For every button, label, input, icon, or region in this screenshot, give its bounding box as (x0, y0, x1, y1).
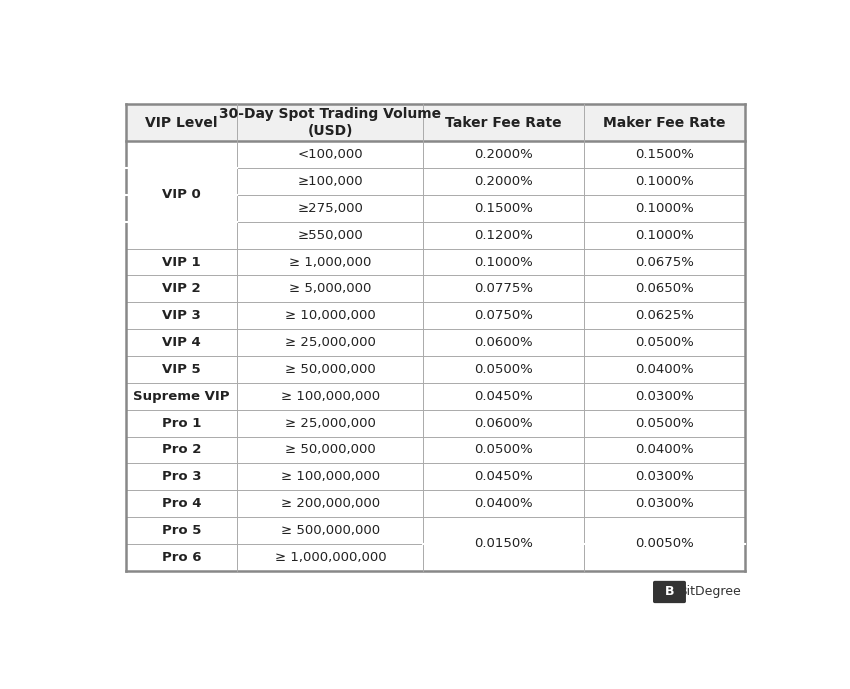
Text: 0.0400%: 0.0400% (636, 444, 694, 457)
Text: B: B (665, 586, 674, 599)
Text: Taker Fee Rate: Taker Fee Rate (445, 116, 562, 130)
Text: 0.0300%: 0.0300% (635, 471, 694, 483)
Text: ≥ 500,000,000: ≥ 500,000,000 (280, 524, 380, 537)
Bar (126, 195, 745, 222)
Text: Pro 3: Pro 3 (162, 471, 201, 483)
Bar (126, 249, 745, 276)
Text: Pro 5: Pro 5 (162, 524, 201, 537)
Bar (126, 104, 745, 141)
Text: 0.0300%: 0.0300% (635, 390, 694, 403)
Text: 0.0775%: 0.0775% (474, 282, 533, 296)
Text: 0.1000%: 0.1000% (474, 256, 533, 269)
Text: 0.2000%: 0.2000% (474, 175, 533, 188)
Bar (126, 356, 745, 383)
Text: ≥ 5,000,000: ≥ 5,000,000 (289, 282, 371, 296)
Text: VIP 5: VIP 5 (162, 363, 201, 376)
Text: ≥ 100,000,000: ≥ 100,000,000 (280, 471, 380, 483)
Text: Supreme VIP: Supreme VIP (133, 390, 230, 403)
Bar (126, 544, 745, 570)
Text: VIP 2: VIP 2 (162, 282, 201, 296)
Text: ≥ 10,000,000: ≥ 10,000,000 (285, 309, 376, 322)
Text: 0.0600%: 0.0600% (474, 336, 533, 349)
Text: 0.0400%: 0.0400% (474, 497, 533, 510)
Text: 0.0500%: 0.0500% (474, 444, 533, 457)
Bar (126, 491, 745, 517)
Text: ≥ 50,000,000: ≥ 50,000,000 (285, 363, 376, 376)
Text: Maker Fee Rate: Maker Fee Rate (604, 116, 726, 130)
Text: 0.1500%: 0.1500% (474, 202, 533, 215)
Text: 0.0500%: 0.0500% (635, 336, 694, 349)
Text: 0.0750%: 0.0750% (474, 309, 533, 322)
Text: BitDegree: BitDegree (679, 586, 742, 599)
Bar (126, 168, 745, 195)
Text: ≥ 25,000,000: ≥ 25,000,000 (285, 336, 376, 349)
Text: VIP 1: VIP 1 (162, 256, 201, 269)
Text: 0.1000%: 0.1000% (635, 229, 694, 242)
Text: Pro 6: Pro 6 (162, 551, 201, 564)
Text: 0.0500%: 0.0500% (635, 417, 694, 430)
Bar (126, 329, 745, 356)
Text: 0.1000%: 0.1000% (635, 175, 694, 188)
Text: 0.0625%: 0.0625% (635, 309, 694, 322)
Text: 0.1000%: 0.1000% (635, 202, 694, 215)
Text: 0.0450%: 0.0450% (474, 471, 533, 483)
Text: ≥275,000: ≥275,000 (298, 202, 363, 215)
Bar (126, 141, 745, 168)
Text: Pro 4: Pro 4 (162, 497, 201, 510)
Text: 0.0500%: 0.0500% (474, 363, 533, 376)
Text: 0.0400%: 0.0400% (636, 363, 694, 376)
Text: VIP 3: VIP 3 (162, 309, 201, 322)
Bar (126, 410, 745, 437)
Bar (126, 276, 745, 302)
Text: ≥550,000: ≥550,000 (298, 229, 363, 242)
Bar (126, 464, 745, 491)
Text: 0.0600%: 0.0600% (474, 417, 533, 430)
Bar (126, 517, 745, 544)
Text: 0.2000%: 0.2000% (474, 148, 533, 161)
Text: 0.0300%: 0.0300% (635, 497, 694, 510)
Text: VIP 0: VIP 0 (162, 188, 201, 201)
Text: ≥ 200,000,000: ≥ 200,000,000 (280, 497, 380, 510)
Text: ≥100,000: ≥100,000 (298, 175, 363, 188)
Text: ≥ 50,000,000: ≥ 50,000,000 (285, 444, 376, 457)
Text: 0.1200%: 0.1200% (474, 229, 533, 242)
Text: Pro 1: Pro 1 (162, 417, 201, 430)
Bar (126, 383, 745, 410)
Text: 0.0050%: 0.0050% (635, 537, 694, 551)
Text: Pro 2: Pro 2 (162, 444, 201, 457)
Bar (126, 437, 745, 464)
Text: ≥ 25,000,000: ≥ 25,000,000 (285, 417, 376, 430)
Text: ≥ 1,000,000: ≥ 1,000,000 (289, 256, 371, 269)
FancyBboxPatch shape (653, 581, 686, 603)
Text: 0.1500%: 0.1500% (635, 148, 694, 161)
Text: VIP 4: VIP 4 (162, 336, 201, 349)
Text: 0.0675%: 0.0675% (635, 256, 694, 269)
Text: <100,000: <100,000 (298, 148, 363, 161)
Text: 0.0650%: 0.0650% (635, 282, 694, 296)
Text: 30-Day Spot Trading Volume
(USD): 30-Day Spot Trading Volume (USD) (219, 107, 441, 138)
Text: 0.0450%: 0.0450% (474, 390, 533, 403)
Text: ≥ 1,000,000,000: ≥ 1,000,000,000 (275, 551, 386, 564)
Bar (126, 302, 745, 329)
Text: ≥ 100,000,000: ≥ 100,000,000 (280, 390, 380, 403)
Text: 0.0150%: 0.0150% (474, 537, 533, 551)
Bar (126, 222, 745, 249)
Text: VIP Level: VIP Level (145, 116, 218, 130)
